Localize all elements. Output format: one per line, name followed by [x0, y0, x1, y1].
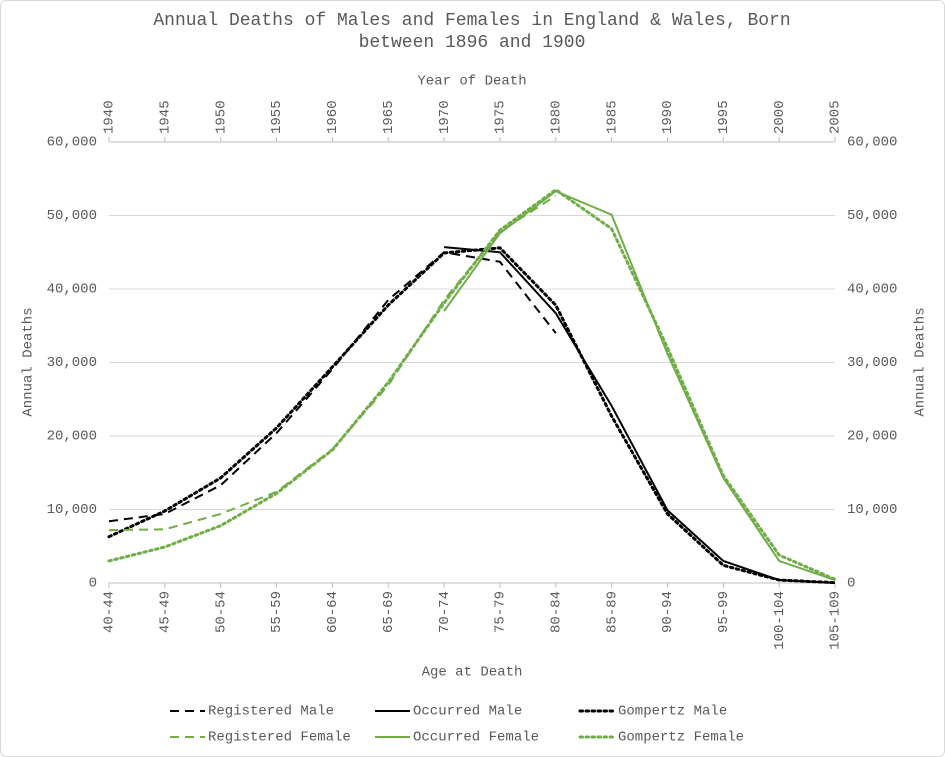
- y-tick-label: 10,000: [47, 502, 97, 518]
- y2-axis-label: Annual Deaths: [913, 307, 929, 416]
- y2-tick-label: 60,000: [847, 135, 897, 151]
- x2-tick-label: 1970: [437, 100, 453, 134]
- x2-tick-label: 1940: [102, 100, 118, 134]
- x2-tick-label: 1985: [604, 100, 620, 134]
- x-tick-label: 90-94: [660, 591, 676, 633]
- x2-axis-label: Year of Death: [417, 74, 526, 90]
- x-tick-label: 95-99: [716, 591, 732, 633]
- x-tick-label: 75-79: [493, 591, 509, 633]
- series-line: [107, 187, 837, 581]
- y2-tick-label: 50,000: [847, 208, 897, 224]
- legend-label: Registered Male: [208, 704, 334, 720]
- x2-tick-label: 1965: [381, 100, 397, 134]
- y-tick-label: 0: [89, 576, 97, 592]
- x-tick-label: 50-54: [213, 591, 229, 633]
- x2-tick-label: 1990: [660, 100, 676, 134]
- x-axis-label: Age at Death: [422, 665, 523, 681]
- x2-tick-label: 1980: [548, 100, 564, 134]
- y2-tick-label: 30,000: [847, 355, 897, 371]
- x2-tick-label: 2000: [772, 100, 788, 134]
- x-tick-label: 80-84: [548, 591, 564, 633]
- y-tick-label: 60,000: [47, 135, 97, 151]
- x-tick-label: 85-89: [604, 591, 620, 633]
- x-tick-label: 100-104: [772, 591, 788, 650]
- x2-tick-label: 1975: [493, 100, 509, 134]
- y-tick-label: 50,000: [47, 208, 97, 224]
- series-line: [443, 246, 836, 584]
- x2-tick-label: 1960: [325, 100, 341, 134]
- legend-label: Gompertz Male: [618, 704, 727, 720]
- x2-tick-label: 1995: [716, 100, 732, 134]
- x-tick-label: 45-49: [158, 591, 174, 633]
- x-tick-label: 55-59: [269, 591, 285, 633]
- x-tick-label: 105-109: [828, 591, 844, 650]
- legend-label: Registered Female: [208, 730, 351, 746]
- x-tick-label: 70-74: [437, 591, 453, 633]
- legend-label: Occurred Female: [413, 730, 539, 746]
- x-tick-label: 65-69: [381, 591, 397, 633]
- legend-label: Gompertz Female: [618, 730, 744, 746]
- x2-tick-label: 1955: [269, 100, 285, 134]
- y2-tick-label: 10,000: [847, 502, 897, 518]
- series-line: [443, 190, 836, 582]
- y2-tick-label: 20,000: [847, 429, 897, 445]
- y-tick-label: 30,000: [47, 355, 97, 371]
- y-tick-label: 20,000: [47, 429, 97, 445]
- y2-tick-label: 0: [847, 576, 855, 592]
- legend-label: Occurred Male: [413, 704, 522, 720]
- x-tick-label: 40-44: [102, 591, 118, 633]
- chart-title: Annual Deaths of Males and Females in En…: [153, 11, 791, 53]
- x2-tick-label: 2005: [828, 100, 844, 134]
- series-line: [107, 246, 837, 585]
- y-tick-label: 40,000: [47, 282, 97, 298]
- x2-tick-label: 1950: [213, 100, 229, 134]
- y-axis-label: Annual Deaths: [21, 307, 37, 416]
- y2-tick-label: 40,000: [847, 282, 897, 298]
- x2-tick-label: 1945: [158, 100, 174, 134]
- x-tick-label: 60-64: [325, 591, 341, 633]
